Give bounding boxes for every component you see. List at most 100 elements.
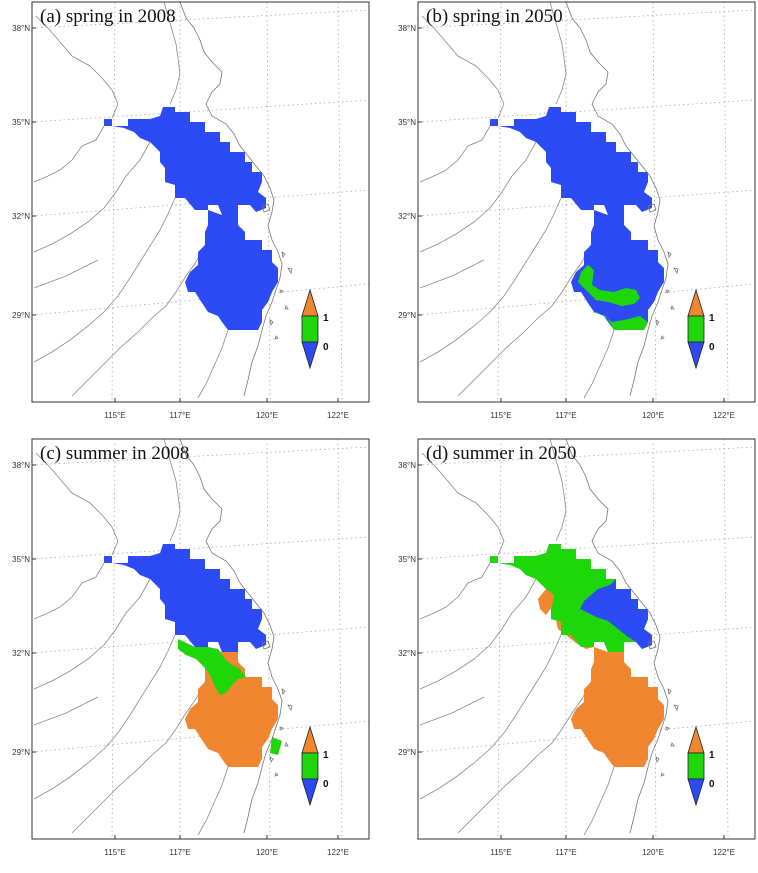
province-border-a (33, 259, 99, 289)
map-body-c (32, 439, 369, 839)
lon-gridline-c (266, 439, 271, 839)
province-border-d (419, 634, 562, 800)
province-border-d (583, 766, 615, 836)
colorbar-legend-c: 10 (301, 725, 329, 807)
region-north-fill-c (104, 544, 266, 652)
province-border-c (33, 562, 105, 620)
coastline-d (565, 439, 669, 834)
lon-tick-label-c: 117°E (169, 848, 190, 857)
island-outline-d (660, 772, 665, 777)
panel-title-c: (c) summer in 2008 (40, 443, 189, 464)
lat-gridline-a (32, 99, 369, 123)
lon-tick-label-b: 122°E (713, 411, 735, 420)
lon-tick-label-b: 117°E (555, 411, 576, 420)
province-border-a (71, 244, 206, 397)
island-outline-a (274, 335, 279, 340)
lon-tick-label-d: 120°E (642, 848, 664, 857)
map-svg-b: 38°N 35°N 32°N 29°N 115°E 117°E 120°E 122°E (b) … (398, 1, 756, 420)
lat-tick-label-a: 29°N (12, 311, 30, 320)
province-border-d (421, 452, 505, 556)
legend-swatch-lower-c (301, 778, 319, 807)
lon-tick-label-b: 115°E (490, 411, 511, 420)
coastline-a (179, 2, 283, 397)
map-frame-a (31, 1, 370, 403)
province-border-b (419, 125, 491, 183)
island-outline-b (665, 289, 670, 294)
island-outline-c (287, 704, 293, 712)
colorbar-legend-a: 10 (301, 288, 329, 370)
lon-gridline-c (111, 439, 116, 839)
province-border-b (549, 2, 567, 105)
lat-tick-label-b: 29°N (398, 311, 416, 320)
province-border-a (197, 329, 229, 399)
lat-tick-label-d: 32°N (398, 649, 416, 658)
map-panel-a: 38°N 35°N 32°N 29°N 115°E 117°E 120°E 122°E (a) … (0, 0, 370, 436)
island-outline-b (660, 335, 665, 340)
lat-gridline-c (32, 536, 369, 560)
map-frame-b (417, 1, 756, 403)
province-border-b (583, 329, 615, 399)
province-border-d (419, 562, 491, 620)
island-outline-a (269, 319, 274, 327)
province-border-c (35, 452, 119, 556)
province-border-a (163, 2, 181, 105)
lon-tick-label-b: 120°E (642, 411, 664, 420)
legend-swatch-upper-c (301, 725, 319, 754)
lon-tick-label-d: 117°E (555, 848, 576, 857)
region-southwest-green-b (578, 265, 648, 330)
province-border-c (33, 578, 151, 690)
region-south-fill-a (185, 210, 278, 330)
region-south-fill-d (571, 647, 664, 767)
island-outline-d (670, 742, 675, 747)
lat-tick-label-b: 38°N (398, 24, 416, 33)
lon-tick-label-c: 115°E (104, 848, 125, 857)
legend-label-bottom-d: 0 (709, 779, 715, 790)
legend-swatch-upper-b (687, 288, 705, 317)
province-border-d (549, 439, 567, 542)
legend-swatch-lower-b (687, 341, 705, 370)
island-outline-a (287, 267, 293, 275)
province-border-b (457, 244, 592, 397)
region-blue-band-d (580, 579, 652, 649)
island-outline-c (274, 772, 279, 777)
legend-swatch-upper-a (301, 288, 319, 317)
lat-gridline-d (418, 536, 755, 560)
map-svg-d: 38°N 35°N 32°N 29°N 115°E 117°E 120°E 122°E (d) … (398, 438, 756, 857)
island-outline-c (261, 640, 271, 650)
island-outline-a (261, 203, 271, 213)
island-outline-b (655, 319, 660, 327)
legend-swatch-upper-d (687, 725, 705, 754)
legend-label-top-c: 1 (323, 750, 329, 761)
lon-tick-label-c: 122°E (327, 848, 349, 857)
lon-gridline-d (497, 439, 502, 839)
map-body-d (418, 439, 755, 839)
province-border-b (421, 15, 505, 119)
lat-tick-label-c: 32°N (12, 649, 30, 658)
region-coast-green-c (270, 737, 282, 755)
lon-tick-label-a: 120°E (256, 411, 278, 420)
lon-gridline-b (723, 2, 729, 402)
lat-tick-label-a: 32°N (12, 212, 30, 221)
region-green-band-d (551, 605, 636, 652)
province-border-b (419, 197, 562, 363)
lon-tick-label-a: 117°E (169, 411, 190, 420)
legend-label-bottom-a: 0 (323, 342, 329, 353)
island-outline-c (269, 756, 274, 764)
province-border-d (457, 681, 592, 834)
lat-tick-label-c: 38°N (12, 461, 30, 470)
legend-swatch-middle-a (301, 315, 319, 343)
coastline-b (565, 2, 669, 397)
lat-tick-label-a: 35°N (12, 118, 30, 127)
province-border-c (163, 439, 181, 542)
map-panel-d: 38°N 35°N 32°N 29°N 115°E 117°E 120°E 122°E (d) … (386, 437, 756, 873)
lat-tick-label-c: 35°N (12, 555, 30, 564)
region-orange-strip-d (538, 589, 594, 649)
region-north-fill-a (104, 107, 266, 215)
province-border-a (33, 125, 105, 183)
province-border-a (33, 197, 176, 363)
legend-swatch-middle-d (687, 752, 705, 780)
map-panel-b: 38°N 35°N 32°N 29°N 115°E 117°E 120°E 122°E (b) … (386, 0, 756, 436)
island-outline-d (673, 704, 679, 712)
province-border-d (419, 696, 485, 726)
province-border-c (197, 766, 229, 836)
